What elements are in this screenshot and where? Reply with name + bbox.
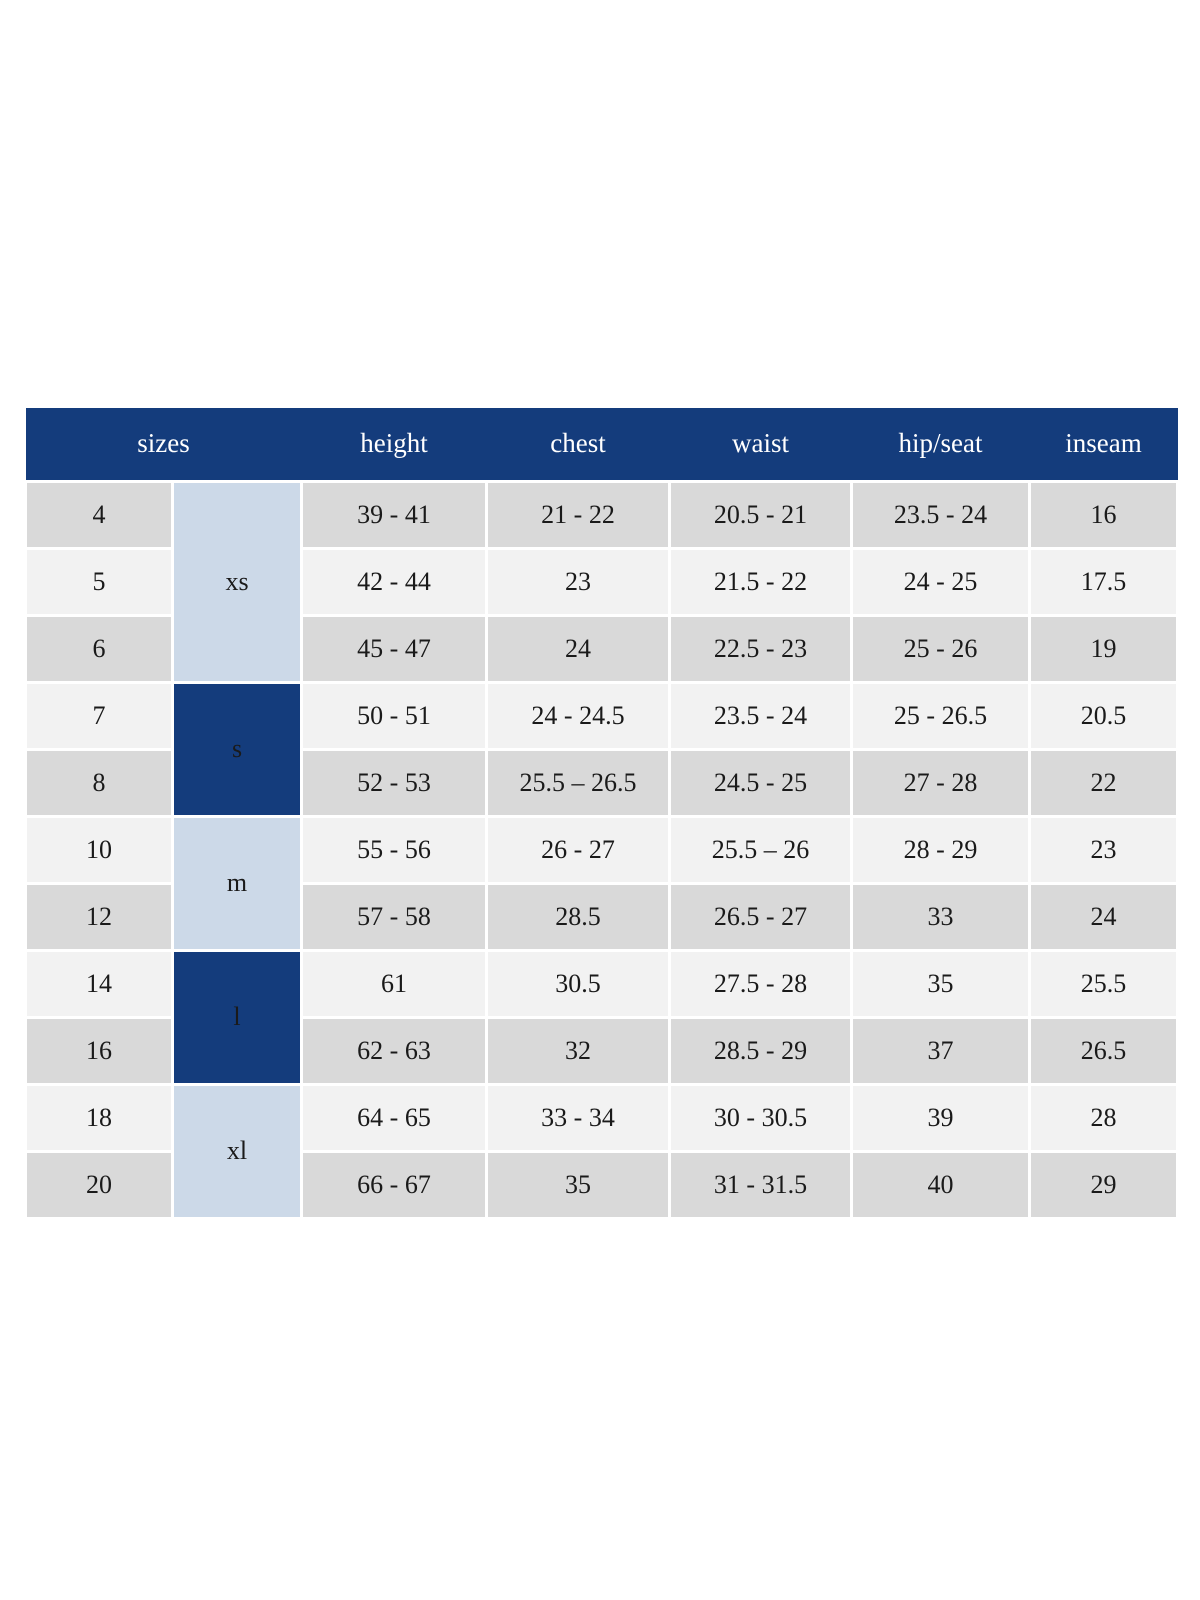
table-row: 6 45 - 47 24 22.5 - 23 25 - 26 19: [24, 613, 1180, 684]
table-row: 5 42 - 44 23 21.5 - 22 24 - 25 17.5: [24, 546, 1180, 617]
header-cell-waist: waist: [669, 408, 852, 483]
waist-cell: 31 - 31.5: [668, 1149, 854, 1220]
size-cell: 16: [24, 1015, 174, 1086]
size-cell: 4: [24, 479, 174, 550]
chest-cell: 35: [485, 1149, 672, 1220]
group-cell-s: s: [170, 680, 304, 818]
header-cell-inseam: inseam: [1029, 408, 1178, 483]
inseam-cell: 24: [1028, 881, 1180, 952]
chest-cell: 33 - 34: [485, 1082, 672, 1153]
table-row: 4 xs 39 - 41 21 - 22 20.5 - 21 23.5 - 24…: [24, 479, 1180, 684]
group-cell-m: m: [170, 814, 304, 952]
group-cell-l: l: [170, 948, 304, 1086]
height-cell: 39 - 41: [300, 479, 489, 550]
waist-cell: 22.5 - 23: [668, 613, 854, 684]
inseam-cell: 23: [1028, 814, 1180, 885]
size-chart-table: sizes height chest waist hip/seat inseam…: [24, 408, 1180, 1220]
table-row: 8 52 - 53 25.5 – 26.5 24.5 - 25 27 - 28 …: [24, 747, 1180, 818]
table-row: 14 l 61 30.5 27.5 - 28 35 25.5: [24, 948, 1180, 1086]
height-cell: 61: [300, 948, 489, 1019]
waist-cell: 23.5 - 24: [668, 680, 854, 751]
size-cell: 6: [24, 613, 174, 684]
hip-seat-cell: 40: [850, 1149, 1032, 1220]
height-cell: 42 - 44: [300, 546, 489, 617]
table-row: 18 xl 64 - 65 33 - 34 30 - 30.5 39 28: [24, 1082, 1180, 1220]
chest-cell: 24 - 24.5: [485, 680, 672, 751]
inseam-cell: 20.5: [1028, 680, 1180, 751]
hip-seat-cell: 24 - 25: [850, 546, 1032, 617]
inseam-cell: 19: [1028, 613, 1180, 684]
inseam-cell: 28: [1028, 1082, 1180, 1153]
hip-seat-cell: 27 - 28: [850, 747, 1032, 818]
waist-cell: 26.5 - 27: [668, 881, 854, 952]
size-cell: 5: [24, 546, 174, 617]
group-cell-xs: xs: [170, 479, 304, 684]
hip-seat-cell: 35: [850, 948, 1032, 1019]
inseam-cell: 29: [1028, 1149, 1180, 1220]
chest-cell: 25.5 – 26.5: [485, 747, 672, 818]
hip-seat-cell: 23.5 - 24: [850, 479, 1032, 550]
size-cell: 18: [24, 1082, 174, 1153]
chest-cell: 32: [485, 1015, 672, 1086]
hip-seat-cell: 33: [850, 881, 1032, 952]
chest-cell: 28.5: [485, 881, 672, 952]
table-row: 10 m 55 - 56 26 - 27 25.5 – 26 28 - 29 2…: [24, 814, 1180, 952]
header-cell-chest: chest: [486, 408, 670, 483]
chest-cell: 24: [485, 613, 672, 684]
inseam-cell: 25.5: [1028, 948, 1180, 1019]
table-row: 12 57 - 58 28.5 26.5 - 27 33 24: [24, 881, 1180, 952]
table-row: 20 66 - 67 35 31 - 31.5 40 29: [24, 1149, 1180, 1220]
waist-cell: 30 - 30.5: [668, 1082, 854, 1153]
size-cell: 7: [24, 680, 174, 751]
waist-cell: 28.5 - 29: [668, 1015, 854, 1086]
inseam-cell: 16: [1028, 479, 1180, 550]
header-cell-sizes: sizes: [25, 408, 302, 483]
hip-seat-cell: 37: [850, 1015, 1032, 1086]
size-cell: 10: [24, 814, 174, 885]
size-cell: 8: [24, 747, 174, 818]
inseam-cell: 26.5: [1028, 1015, 1180, 1086]
height-cell: 50 - 51: [300, 680, 489, 751]
hip-seat-cell: 25 - 26: [850, 613, 1032, 684]
waist-cell: 21.5 - 22: [668, 546, 854, 617]
header-row: sizes height chest waist hip/seat inseam: [25, 408, 1178, 483]
height-cell: 52 - 53: [300, 747, 489, 818]
waist-cell: 24.5 - 25: [668, 747, 854, 818]
table-row: 7 s 50 - 51 24 - 24.5 23.5 - 24 25 - 26.…: [24, 680, 1180, 818]
waist-cell: 25.5 – 26: [668, 814, 854, 885]
chest-cell: 23: [485, 546, 672, 617]
chest-cell: 30.5: [485, 948, 672, 1019]
header-cell-hip-seat: hip/seat: [851, 408, 1030, 483]
height-cell: 62 - 63: [300, 1015, 489, 1086]
hip-seat-cell: 39: [850, 1082, 1032, 1153]
hip-seat-cell: 28 - 29: [850, 814, 1032, 885]
inseam-cell: 22: [1028, 747, 1180, 818]
height-cell: 45 - 47: [300, 613, 489, 684]
height-cell: 66 - 67: [300, 1149, 489, 1220]
waist-cell: 20.5 - 21: [668, 479, 854, 550]
group-cell-xl: xl: [170, 1082, 304, 1220]
height-cell: 64 - 65: [300, 1082, 489, 1153]
size-chart: sizes height chest waist hip/seat inseam…: [24, 408, 1180, 1220]
size-cell: 14: [24, 948, 174, 1019]
inseam-cell: 17.5: [1028, 546, 1180, 617]
waist-cell: 27.5 - 28: [668, 948, 854, 1019]
height-cell: 57 - 58: [300, 881, 489, 952]
chest-cell: 26 - 27: [485, 814, 672, 885]
table-row: 16 62 - 63 32 28.5 - 29 37 26.5: [24, 1015, 1180, 1086]
size-cell: 12: [24, 881, 174, 952]
size-cell: 20: [24, 1149, 174, 1220]
chest-cell: 21 - 22: [485, 479, 672, 550]
header-cell-height: height: [301, 408, 487, 483]
height-cell: 55 - 56: [300, 814, 489, 885]
hip-seat-cell: 25 - 26.5: [850, 680, 1032, 751]
